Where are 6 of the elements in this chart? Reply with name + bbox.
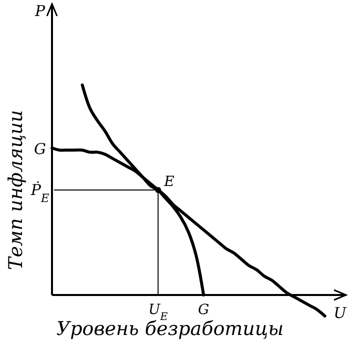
text: P bbox=[34, 2, 46, 20]
text: Ṗ$_{E}$ bbox=[30, 181, 50, 204]
y-axis-title: Темп инфляции bbox=[5, 110, 27, 270]
annotation: E bbox=[163, 174, 174, 190]
text: G bbox=[34, 140, 46, 158]
annotation: U bbox=[334, 304, 348, 322]
